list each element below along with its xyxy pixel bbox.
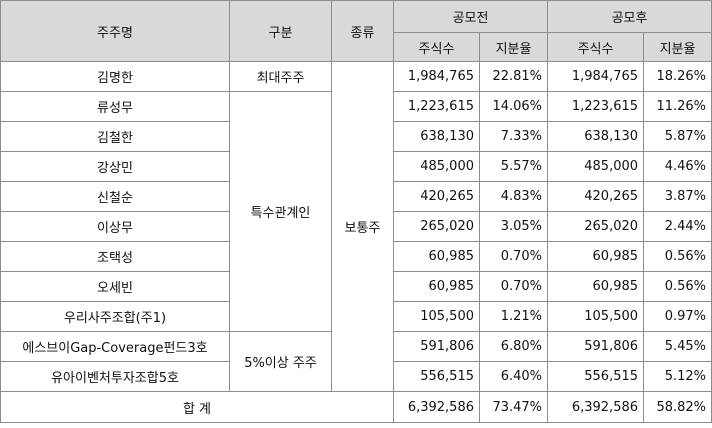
before-ratio: 22.81% (478, 61, 549, 92)
after-shares: 420,265 (547, 181, 645, 212)
after-shares: 60,985 (547, 241, 645, 272)
group-related: 특수관계인 (229, 91, 332, 332)
table-row: 오세빈 60,985 0.70% 60,985 0.56% (0, 271, 712, 302)
table-row: 이상무 265,020 3.05% 265,020 2.44% (0, 211, 712, 242)
before-ratio: 0.70% (478, 241, 549, 272)
before-shares: 1,984,765 (393, 61, 480, 92)
total-before-shares: 6,392,586 (393, 391, 480, 423)
holder-name: 에스브이Gap-Coverage펀드3호 (0, 331, 230, 362)
before-ratio: 6.80% (478, 331, 549, 362)
after-shares: 265,020 (547, 211, 645, 242)
after-ratio: 11.26% (643, 91, 712, 122)
total-after-shares: 6,392,586 (547, 391, 645, 423)
holder-name: 강상민 (0, 151, 230, 182)
before-shares: 265,020 (393, 211, 480, 242)
table-row: 류성무 특수관계인 1,223,615 14.06% 1,223,615 11.… (0, 91, 712, 332)
before-ratio: 4.83% (478, 181, 549, 212)
holder-name: 김철한 (0, 121, 230, 152)
after-shares: 60,985 (547, 271, 645, 302)
before-shares: 420,265 (393, 181, 480, 212)
after-ratio: 5.12% (643, 361, 712, 392)
after-shares: 638,130 (547, 121, 645, 152)
before-ratio: 0.70% (478, 271, 549, 302)
table-row: 김명한 최대주주 보통주 1,984,765 22.81% 1,984,765 … (0, 61, 712, 392)
total-row: 합 계 6,392,586 73.47% 6,392,586 58.82% (0, 391, 712, 423)
holder-name: 신철순 (0, 181, 230, 212)
after-shares: 1,984,765 (547, 61, 645, 92)
header-category: 구분 (229, 0, 332, 62)
header-before-shares: 주식수 (393, 32, 480, 62)
after-ratio: 4.46% (643, 151, 712, 182)
after-shares: 556,515 (547, 361, 645, 392)
before-ratio: 5.57% (478, 151, 549, 182)
table-row: 조택성 60,985 0.70% 60,985 0.56% (0, 241, 712, 272)
total-before-ratio: 73.47% (478, 391, 549, 423)
header-after: 공모후 (547, 0, 712, 33)
after-ratio: 0.56% (643, 241, 712, 272)
before-shares: 638,130 (393, 121, 480, 152)
before-ratio: 14.06% (478, 91, 549, 122)
before-shares: 60,985 (393, 271, 480, 302)
after-shares: 591,806 (547, 331, 645, 362)
holder-name: 류성무 (0, 91, 230, 122)
after-ratio: 3.87% (643, 181, 712, 212)
table-row: 유아이벤처투자조합5호 556,515 6.40% 556,515 5.12% (0, 361, 712, 392)
group-over5: 5%이상 주주 (229, 331, 332, 392)
after-shares: 485,000 (547, 151, 645, 182)
after-ratio: 2.44% (643, 211, 712, 242)
header-before: 공모전 (392, 0, 549, 33)
header-row-sub: 주식수 지분율 주식수 지분율 (1, 32, 712, 62)
header-holder: 주주명 (0, 0, 230, 62)
before-shares: 485,000 (393, 151, 480, 182)
total-after-ratio: 58.82% (643, 391, 712, 423)
after-ratio: 5.45% (643, 331, 712, 362)
before-ratio: 1.21% (478, 301, 549, 332)
holder-name: 이상무 (0, 211, 230, 242)
holder-name: 우리사주조합(주1) (0, 301, 230, 332)
header-after-shares: 주식수 (547, 32, 645, 62)
stock-type: 보통주 (331, 61, 394, 392)
header-after-ratio: 지분율 (643, 32, 712, 62)
before-shares: 105,500 (393, 301, 480, 332)
holder-name: 오세빈 (0, 271, 230, 302)
holder-name: 김명한 (0, 61, 230, 92)
after-shares: 105,500 (547, 301, 645, 332)
after-ratio: 0.56% (643, 271, 712, 302)
total-label: 합 계 (0, 391, 394, 423)
before-shares: 556,515 (393, 361, 480, 392)
before-shares: 60,985 (393, 241, 480, 272)
before-ratio: 7.33% (478, 121, 549, 152)
after-ratio: 0.97% (643, 301, 712, 332)
header-type: 종류 (331, 0, 394, 62)
after-ratio: 18.26% (643, 61, 712, 92)
holder-name: 조택성 (0, 241, 230, 272)
after-shares: 1,223,615 (547, 91, 645, 122)
before-ratio: 3.05% (478, 211, 549, 242)
header-before-ratio: 지분율 (478, 32, 549, 62)
after-ratio: 5.87% (643, 121, 712, 152)
before-shares: 591,806 (393, 331, 480, 362)
before-ratio: 6.40% (478, 361, 549, 392)
table-row: 강상민 485,000 5.57% 485,000 4.46% (0, 151, 712, 182)
table-row: 에스브이Gap-Coverage펀드3호 5%이상 주주 591,806 6.8… (0, 331, 712, 392)
before-shares: 1,223,615 (393, 91, 480, 122)
group-major: 최대주주 (229, 61, 332, 92)
header-row-top: 주주명 구분 종류 공모전 공모후 (0, 0, 712, 62)
table-row: 신철순 420,265 4.83% 420,265 3.87% (0, 181, 712, 212)
table-row: 김철한 638,130 7.33% 638,130 5.87% (0, 121, 712, 152)
holder-name: 유아이벤처투자조합5호 (0, 361, 230, 392)
